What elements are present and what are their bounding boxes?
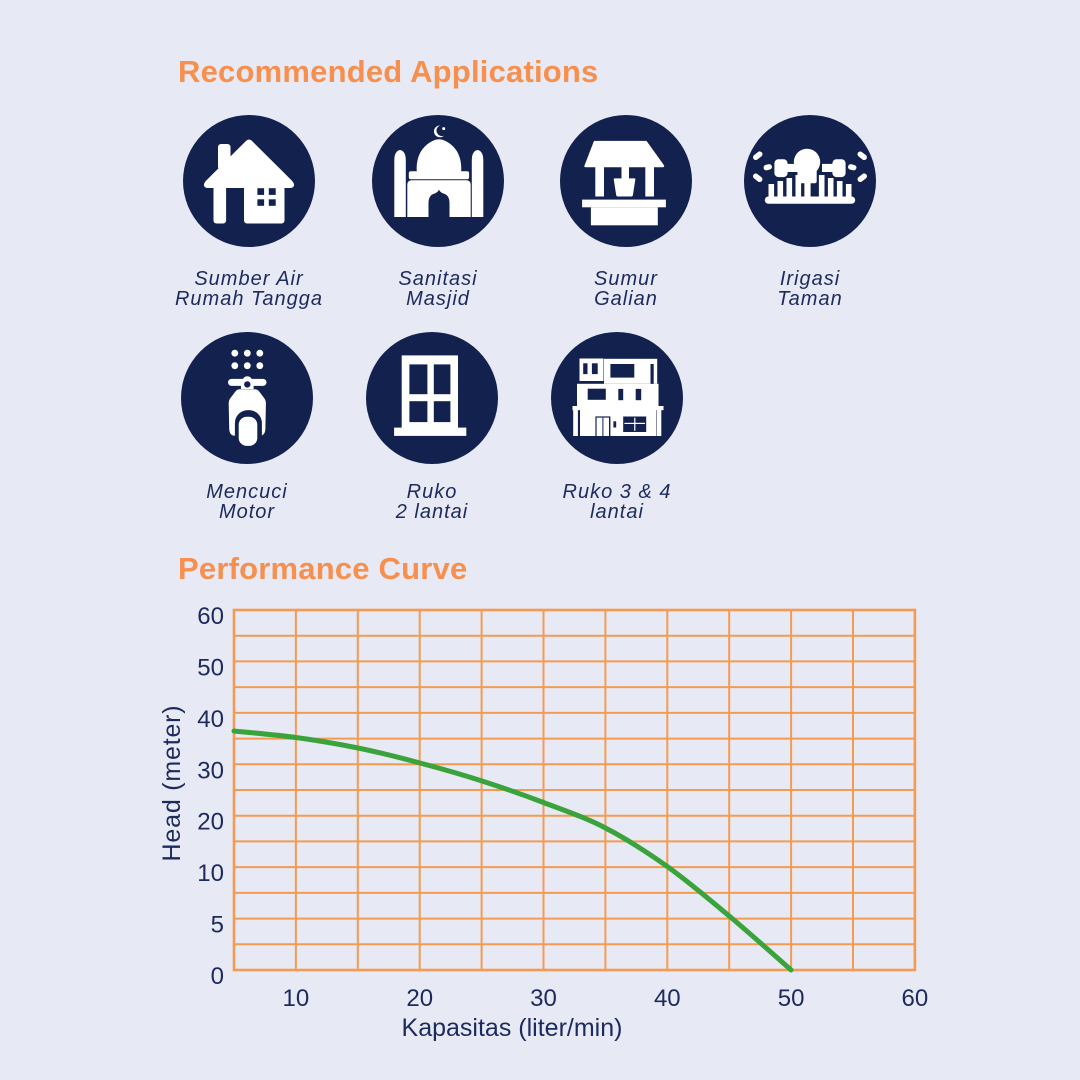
svg-text:Kapasitas (liter/min): Kapasitas (liter/min) [402,1014,623,1042]
svg-text:Head (meter): Head (meter) [158,705,186,862]
svg-text:40: 40 [197,706,224,733]
svg-text:60: 60 [197,603,224,630]
svg-text:50: 50 [197,654,224,681]
svg-text:50: 50 [778,985,805,1012]
svg-text:40: 40 [654,985,681,1012]
svg-text:10: 10 [283,985,310,1012]
svg-text:10: 10 [197,860,224,887]
svg-text:30: 30 [530,985,557,1012]
svg-text:20: 20 [406,985,433,1012]
svg-text:20: 20 [197,809,224,836]
svg-text:30: 30 [197,757,224,784]
svg-text:0: 0 [211,963,224,990]
svg-text:5: 5 [211,912,224,939]
svg-text:60: 60 [902,985,929,1012]
